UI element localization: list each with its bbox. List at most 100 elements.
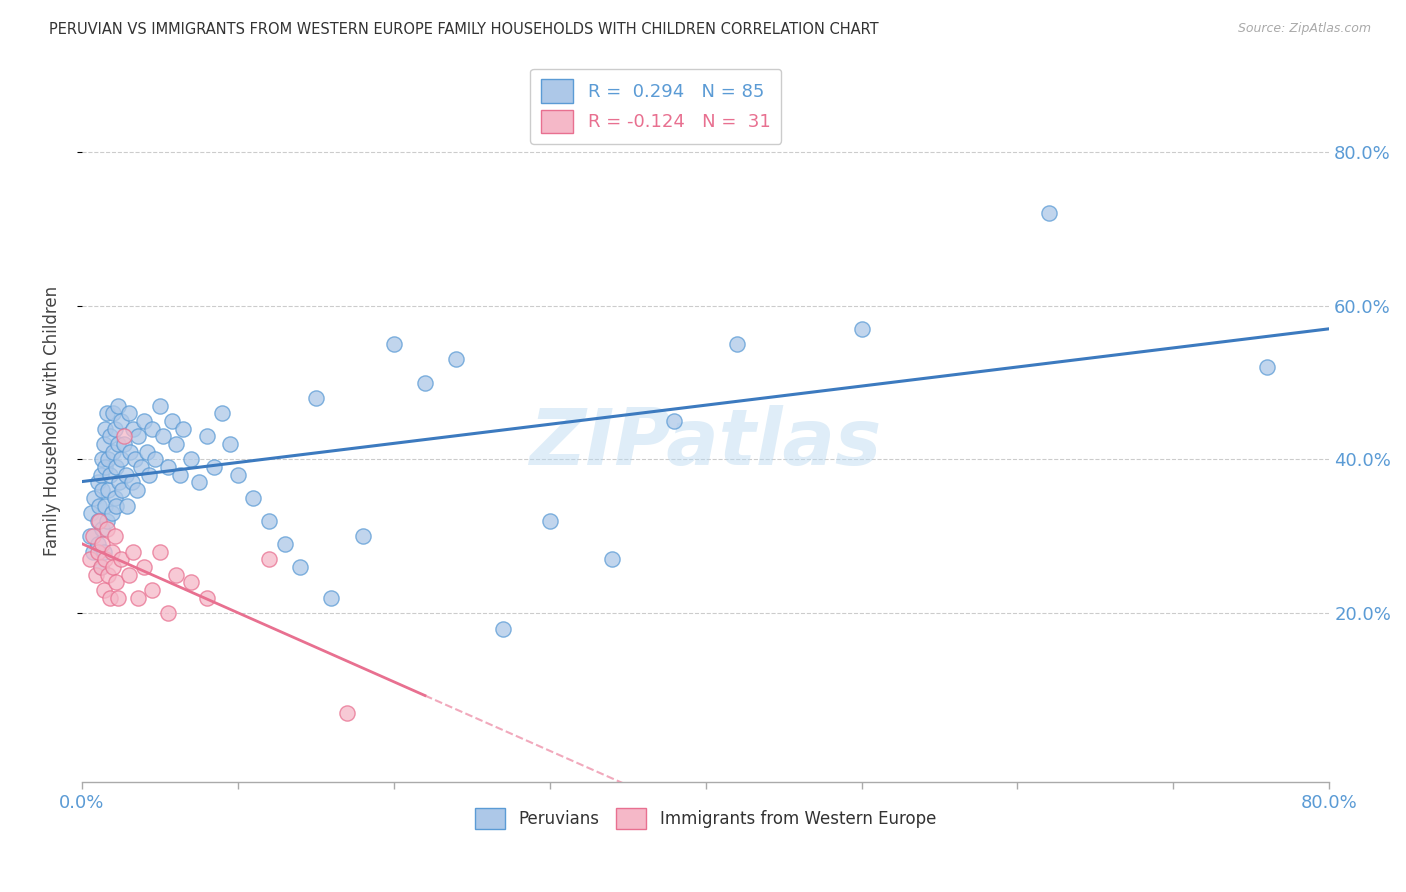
Point	[101, 560, 124, 574]
Y-axis label: Family Households with Children: Family Households with Children	[44, 286, 60, 556]
Point	[82, 544, 104, 558]
Point	[96, 514, 118, 528]
Point	[105, 460, 128, 475]
Point	[91, 522, 114, 536]
Point	[305, 391, 328, 405]
Point	[125, 483, 148, 498]
Point	[273, 537, 295, 551]
Point	[97, 567, 120, 582]
Point	[107, 437, 129, 451]
Point	[79, 552, 101, 566]
Point	[97, 452, 120, 467]
Point	[120, 444, 142, 458]
Point	[195, 591, 218, 605]
Point	[112, 429, 135, 443]
Point	[108, 475, 131, 490]
Point	[118, 406, 141, 420]
Point	[187, 475, 209, 490]
Point	[104, 491, 127, 505]
Point	[149, 399, 172, 413]
Point	[242, 491, 264, 505]
Point	[664, 414, 686, 428]
Point	[94, 422, 117, 436]
Point	[143, 452, 166, 467]
Point	[204, 460, 226, 475]
Point	[93, 437, 115, 451]
Point	[84, 567, 107, 582]
Point	[127, 429, 149, 443]
Point	[413, 376, 436, 390]
Point	[87, 499, 110, 513]
Point	[90, 467, 112, 482]
Point	[98, 591, 121, 605]
Point	[80, 506, 103, 520]
Point	[195, 429, 218, 443]
Point	[91, 537, 114, 551]
Point	[257, 552, 280, 566]
Point	[94, 499, 117, 513]
Point	[107, 399, 129, 413]
Text: PERUVIAN VS IMMIGRANTS FROM WESTERN EUROPE FAMILY HOUSEHOLDS WITH CHILDREN CORRE: PERUVIAN VS IMMIGRANTS FROM WESTERN EURO…	[49, 22, 879, 37]
Point	[122, 422, 145, 436]
Point	[156, 460, 179, 475]
Point	[336, 706, 359, 720]
Point	[91, 483, 114, 498]
Point	[141, 422, 163, 436]
Point	[82, 529, 104, 543]
Point	[180, 452, 202, 467]
Point	[226, 467, 249, 482]
Point	[257, 514, 280, 528]
Point	[83, 491, 105, 505]
Point	[90, 560, 112, 574]
Point	[1256, 360, 1278, 375]
Point	[165, 437, 187, 451]
Point	[94, 460, 117, 475]
Point	[165, 567, 187, 582]
Point	[134, 560, 156, 574]
Point	[86, 475, 108, 490]
Point	[156, 606, 179, 620]
Point	[725, 337, 748, 351]
Point	[104, 529, 127, 543]
Point	[180, 575, 202, 590]
Point	[112, 437, 135, 451]
Point	[129, 460, 152, 475]
Point	[107, 591, 129, 605]
Point	[93, 544, 115, 558]
Point	[124, 452, 146, 467]
Point	[94, 552, 117, 566]
Point	[104, 422, 127, 436]
Point	[98, 467, 121, 482]
Point	[141, 583, 163, 598]
Point	[110, 414, 132, 428]
Point	[169, 467, 191, 482]
Legend: Peruvians, Immigrants from Western Europe: Peruvians, Immigrants from Western Europ…	[468, 802, 942, 836]
Point	[100, 506, 122, 520]
Point	[1038, 206, 1060, 220]
Point	[115, 499, 138, 513]
Point	[382, 337, 405, 351]
Point	[90, 560, 112, 574]
Point	[121, 475, 143, 490]
Point	[211, 406, 233, 420]
Point	[152, 429, 174, 443]
Point	[122, 544, 145, 558]
Point	[138, 467, 160, 482]
Point	[98, 429, 121, 443]
Point	[86, 544, 108, 558]
Point	[105, 499, 128, 513]
Point	[219, 437, 242, 451]
Text: ZIPatlas: ZIPatlas	[530, 405, 882, 481]
Point	[86, 514, 108, 528]
Point	[162, 414, 184, 428]
Text: Source: ZipAtlas.com: Source: ZipAtlas.com	[1237, 22, 1371, 36]
Point	[101, 406, 124, 420]
Point	[96, 522, 118, 536]
Point	[172, 422, 194, 436]
Point	[97, 483, 120, 498]
Point	[110, 452, 132, 467]
Point	[492, 622, 515, 636]
Point	[101, 444, 124, 458]
Point	[111, 483, 134, 498]
Point	[851, 322, 873, 336]
